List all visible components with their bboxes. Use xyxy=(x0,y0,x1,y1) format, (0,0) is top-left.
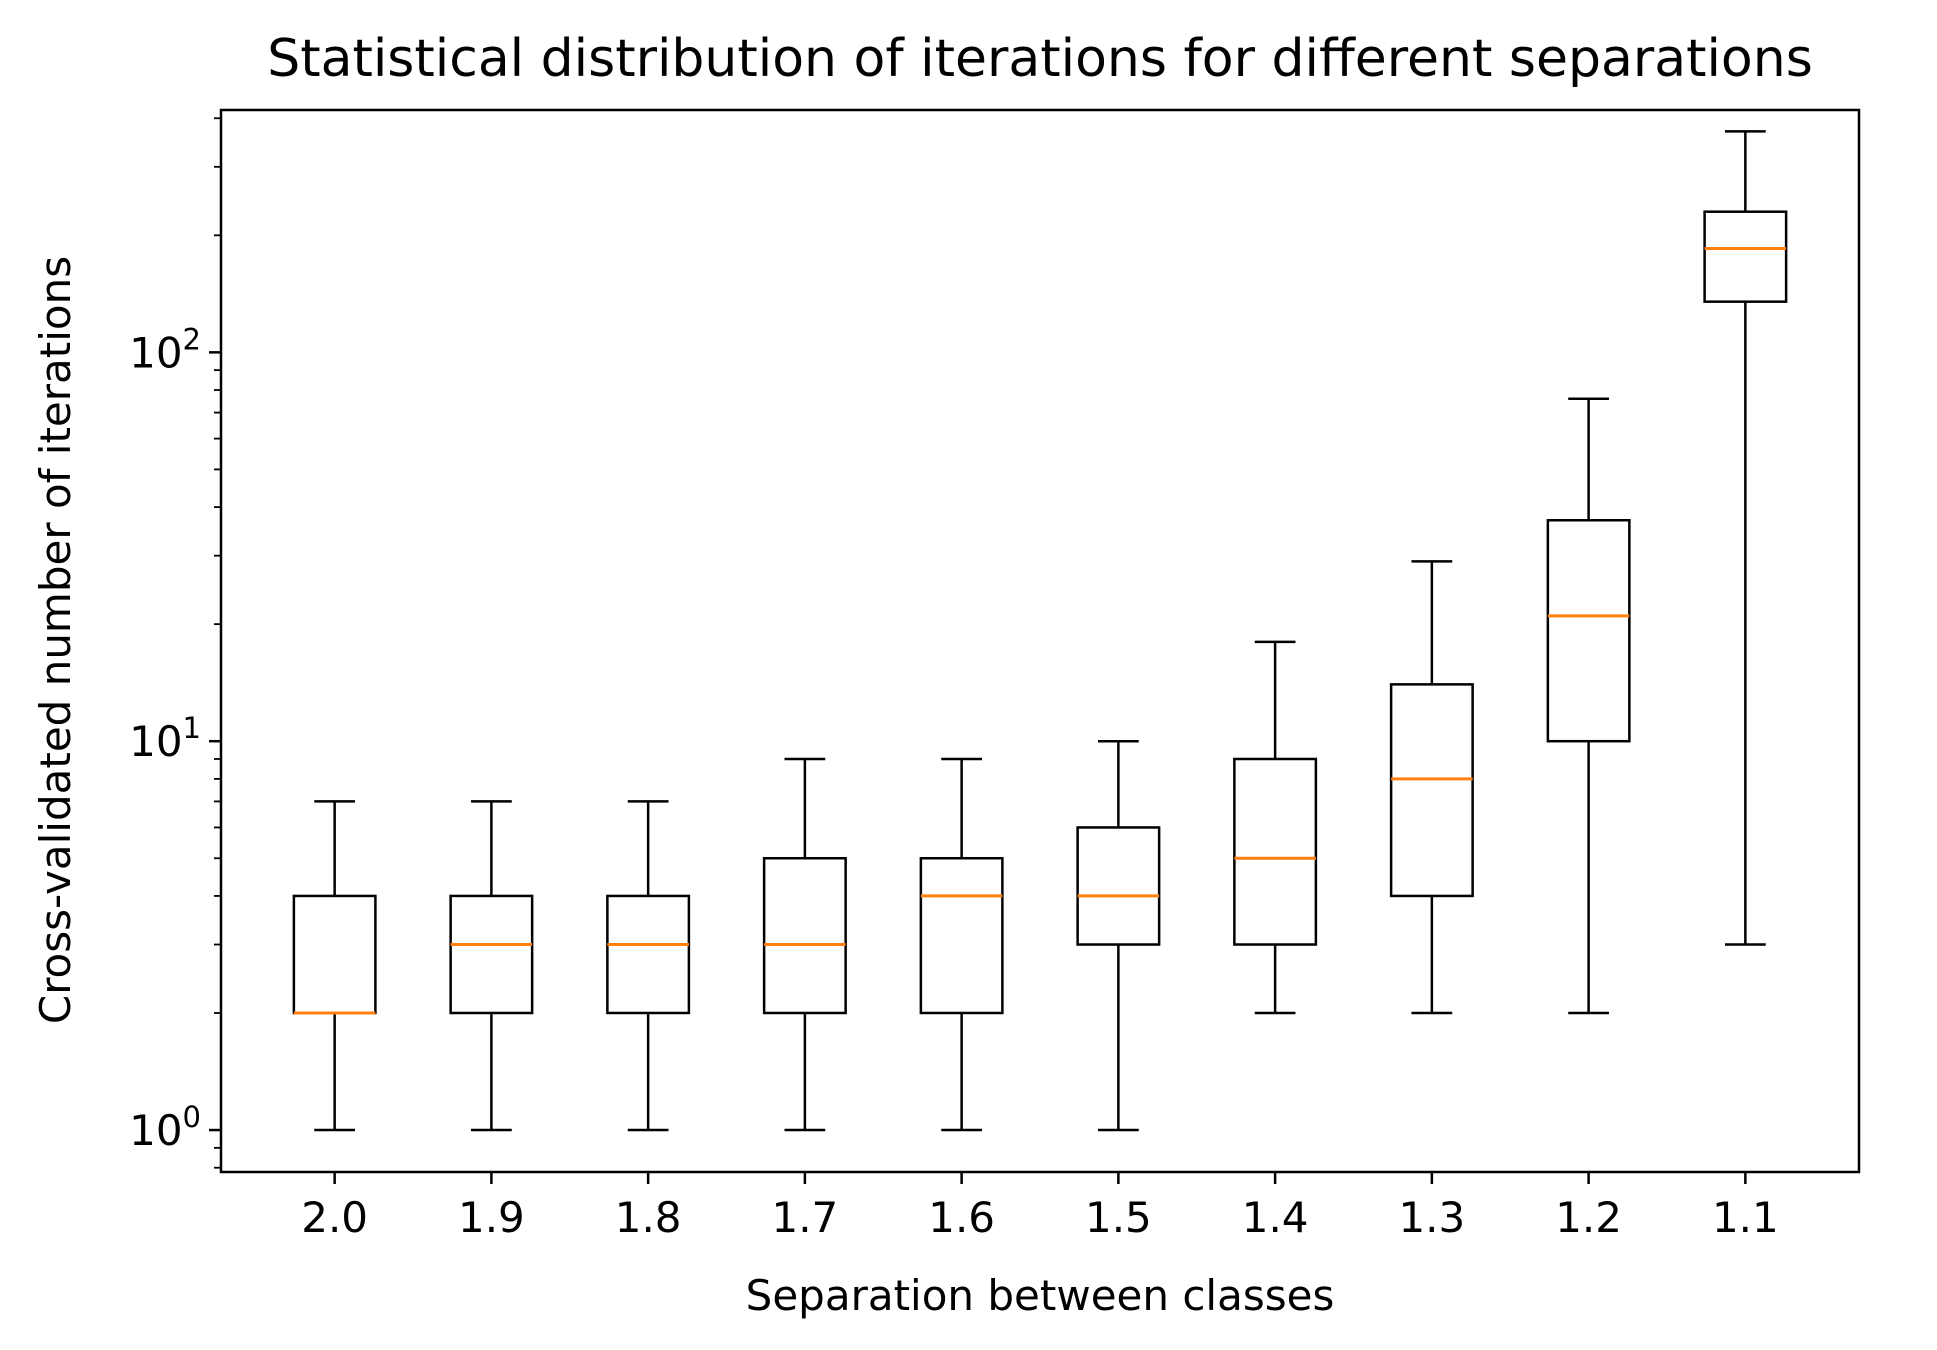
y-tick-label: 100 xyxy=(129,1100,201,1155)
iqr-box xyxy=(762,856,847,1015)
iqr-box xyxy=(1546,519,1631,743)
x-tick-label: 1.2 xyxy=(1555,1193,1622,1242)
x-tick-label: 1.4 xyxy=(1242,1193,1309,1242)
x-tick-label: 1.8 xyxy=(615,1193,682,1242)
iqr-box xyxy=(1703,210,1788,303)
iqr-box xyxy=(1389,683,1474,898)
plot-area: 2.0 1.9 1.8 1.7 1.6 1.5 1.4 1.3 1.2 1.1 100 101 102 xyxy=(129,117,1788,1242)
x-tick-label: 1.7 xyxy=(771,1193,838,1242)
y-axis-label: Cross-validated number of iterations xyxy=(31,256,80,1024)
iqr-box xyxy=(919,856,1004,1015)
x-tick-label: 1.5 xyxy=(1085,1193,1152,1242)
iqr-box xyxy=(1076,826,1161,946)
y-tick-label: 102 xyxy=(129,322,201,377)
chart-title: Statistical distribution of iterations f… xyxy=(267,29,1813,89)
x-tick-label: 1.6 xyxy=(928,1193,995,1242)
iqr-box xyxy=(606,894,691,1015)
x-tick-label: 1.9 xyxy=(458,1193,525,1242)
y-tick-label: 101 xyxy=(129,711,201,766)
iqr-box xyxy=(1233,757,1318,946)
x-tick-label: 1.1 xyxy=(1712,1193,1779,1242)
x-tick-label: 1.3 xyxy=(1398,1193,1465,1242)
x-tick-label: 2.0 xyxy=(301,1193,368,1242)
x-axis-label: Separation between classes xyxy=(746,1271,1335,1320)
plot-frame xyxy=(219,108,1861,1174)
iqr-box xyxy=(449,894,534,1015)
